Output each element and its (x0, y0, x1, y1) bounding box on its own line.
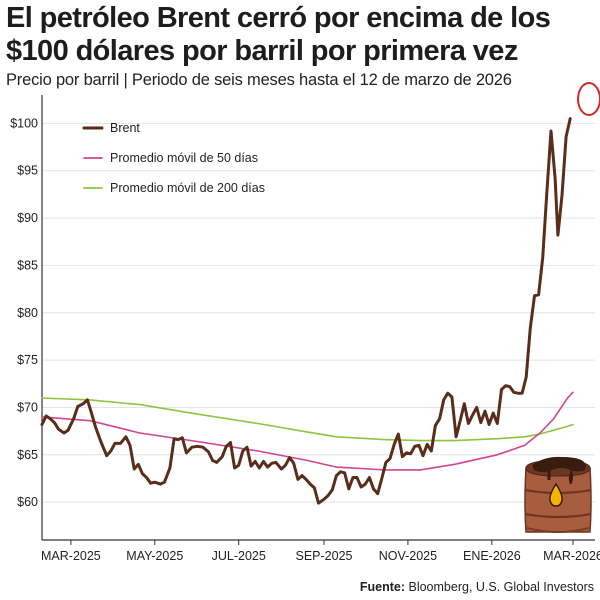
series-line (40, 117, 572, 505)
source-label: Fuente: (359, 580, 406, 594)
legend-label: Promedio móvil de 200 días (110, 181, 265, 195)
chart-subtitle: Precio por barril | Periodo de seis mese… (6, 71, 512, 89)
y-tick-label: $95 (17, 164, 38, 178)
x-tick-label: JUL-2025 (212, 549, 266, 563)
x-axis: MAR-2025 MAY-2025 JUL-2025 SEP-2025 NOV-2025… (41, 95, 600, 563)
y-tick-label: $70 (17, 400, 38, 414)
series-line (41, 391, 574, 471)
series-brent (40, 117, 572, 505)
x-tick-label: MAR-2025 (41, 549, 101, 563)
series-200d-moving-average (41, 397, 574, 442)
y-tick-label: $80 (17, 306, 38, 320)
y-tick-label: $75 (17, 353, 38, 367)
x-tick-label: SEP-2025 (296, 549, 353, 563)
y-axis: $60 $65 $70 $75 $80 $85 $90 $95 $100 (10, 116, 38, 509)
oil-barrel-icon (524, 456, 592, 533)
legend-label: Brent (110, 121, 140, 135)
y-tick-label: $90 (17, 211, 38, 225)
y-tick-label: $65 (17, 448, 38, 462)
legend-label: Promedio móvil de 50 días (110, 151, 258, 165)
y-tick-label: $85 (17, 258, 38, 272)
source-note: Fuente: Bloomberg, U.S. Global Investors (360, 580, 594, 594)
x-tick-label: ENE-2026 (463, 549, 521, 563)
y-tick-label: $100 (10, 116, 38, 130)
grid-lines (42, 122, 595, 503)
x-tick-label: NOV-2025 (379, 549, 437, 563)
legend: Brent Promedio móvil de 50 días Promedio m… (82, 121, 265, 195)
chart-title: El petróleo Brent cerró por encima de lo… (6, 2, 551, 67)
x-tick-label: MAY-2025 (126, 549, 183, 563)
highlight-circle (577, 82, 600, 116)
x-tick-label: MAR-2026 (543, 549, 600, 563)
series-50d-moving-average (41, 391, 574, 471)
y-tick-label: $60 (17, 495, 38, 509)
source-text: Bloomberg, U.S. Global Investors (405, 580, 594, 594)
series-line (41, 397, 574, 442)
